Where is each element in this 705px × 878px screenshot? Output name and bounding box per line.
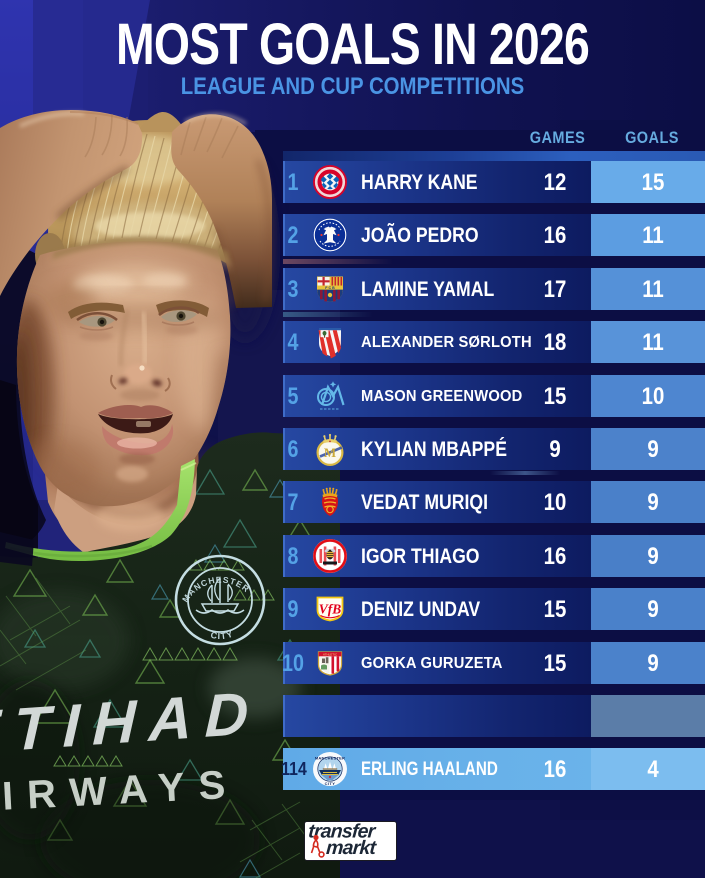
svg-text:MANCHESTER: MANCHESTER [315, 755, 345, 760]
svg-text:markt: markt [325, 837, 378, 859]
svg-text:VfB: VfB [319, 602, 342, 617]
svg-text:M: M [324, 445, 336, 460]
svg-text:CITY: CITY [325, 781, 336, 786]
svg-text:CITY: CITY [210, 629, 235, 642]
svg-text:F C B: F C B [325, 286, 335, 290]
svg-text:transfer: transfer [308, 822, 378, 842]
svg-text:ATHLETIC: ATHLETIC [323, 652, 338, 656]
